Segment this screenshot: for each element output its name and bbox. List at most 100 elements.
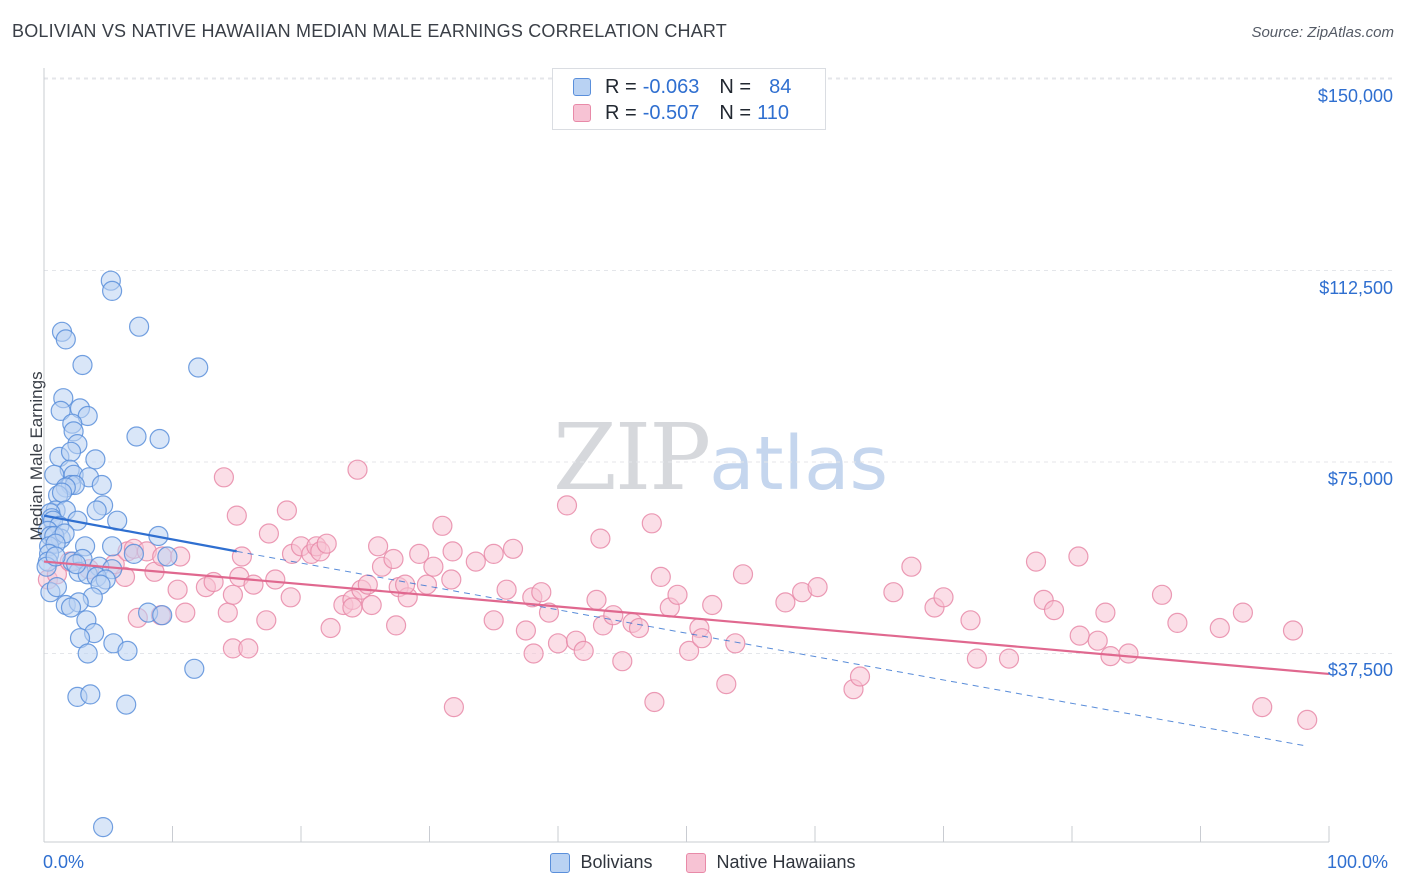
y-axis-title: Median Male Earnings	[27, 371, 46, 541]
hawaiian-point	[883, 582, 904, 603]
legend-item-native-hawaiians[interactable]: Native Hawaiians	[686, 852, 856, 873]
bolivian-point	[85, 449, 106, 470]
y-tick-37500: $37,500	[1327, 660, 1393, 680]
hawaiians-square-icon	[686, 852, 707, 873]
bolivian-point	[55, 329, 76, 350]
chart-source: Source: ZipAtlas.com	[1251, 24, 1394, 41]
hawaiian-point	[175, 602, 196, 623]
hawaiian-point	[573, 640, 594, 662]
hawaiian-point	[383, 548, 404, 570]
x-tick-right: 100.0%	[1327, 852, 1389, 872]
hawaiian-point	[678, 640, 700, 662]
hawaiian-point	[265, 569, 286, 590]
hawaiian-point	[432, 515, 453, 536]
hawaiian-point	[603, 605, 624, 626]
hawaiian-point	[347, 459, 368, 480]
hawaiian-point	[807, 576, 828, 598]
bolivian-point	[77, 643, 98, 664]
hawaiian-point	[644, 691, 665, 713]
hawaiian-point	[1209, 617, 1230, 639]
hawaiian-point	[538, 602, 560, 623]
hawaiian-point	[502, 538, 524, 559]
hawaiian-point	[443, 696, 464, 718]
hawaiian-point	[590, 528, 611, 549]
legend-label-bolivians: Bolivians	[580, 852, 653, 872]
hawaiian-point	[523, 643, 544, 664]
hawaiian-point	[280, 587, 301, 608]
hawaiian-point	[238, 638, 259, 659]
bolivians-square-icon	[550, 852, 571, 873]
hawaiian-point	[320, 617, 341, 639]
y-tick-150000: $150,000	[1317, 86, 1393, 106]
hawaiian-point	[586, 589, 607, 611]
hawaiian-point	[423, 556, 444, 577]
legend-row-bolivians: R = -0.063 N = 84	[573, 75, 791, 99]
hawaiian-point	[496, 579, 517, 600]
hawaiian-point	[1297, 709, 1318, 731]
bolivian-point	[51, 482, 73, 503]
bolivian-point	[188, 357, 209, 378]
r-value: -0.063	[642, 75, 700, 98]
hawaiian-point	[1252, 696, 1273, 718]
bolivian-point	[92, 816, 114, 838]
hawaiian-point	[167, 579, 188, 600]
bolivian-point	[117, 640, 138, 662]
n-label: N =	[719, 101, 752, 124]
watermark-atlas: atlas	[709, 421, 888, 507]
hawaiian-point	[1151, 584, 1173, 605]
hawaiian-point	[933, 587, 954, 608]
y-tick-75000: $75,000	[1327, 469, 1393, 489]
r-value: -0.507	[642, 101, 700, 124]
hawaiian-point	[342, 597, 363, 618]
hawaiian-point	[483, 610, 504, 631]
hawaiian-point	[395, 574, 416, 595]
hawaiian-point	[641, 513, 662, 534]
hawaiian-point	[849, 666, 871, 687]
hawaiian-point	[213, 467, 234, 488]
hawaiian-point	[243, 574, 264, 595]
hawaiian-point	[1025, 551, 1047, 572]
bolivian-point	[80, 684, 101, 705]
hawaiian-point	[1118, 643, 1139, 664]
hawaiian-point	[612, 651, 633, 672]
bolivian-point	[152, 605, 173, 626]
bolivians-trend-extension	[236, 550, 1304, 746]
hawaiian-point	[361, 594, 382, 616]
bolivian-point	[101, 536, 123, 557]
hawaiian-point	[258, 523, 279, 544]
bolivian-point	[86, 500, 107, 521]
hawaiian-point	[515, 620, 537, 641]
bolivian-point	[91, 474, 112, 496]
n-value: 110	[757, 101, 789, 124]
legend-label-native-hawaiians: Native Hawaiians	[716, 852, 856, 872]
n-value: 84	[769, 75, 792, 98]
hawaiian-point	[960, 610, 981, 631]
r-label: R =	[605, 101, 637, 124]
bolivian-point	[149, 428, 170, 450]
hawaiian-point	[998, 648, 1020, 669]
series-legend: Bolivians Native Hawaiians	[0, 852, 1406, 873]
series-bolivians	[36, 270, 209, 838]
hawaiian-point	[966, 648, 988, 669]
hawaiian-point	[441, 569, 462, 590]
stats-legend: R = -0.063 N = 84 R = -0.507 N = 110	[552, 68, 826, 130]
hawaiian-point	[386, 615, 407, 636]
bolivian-point	[50, 400, 71, 421]
series-native-hawaiians	[37, 459, 1318, 731]
chart-title: BOLIVIAN VS NATIVE HAWAIIAN MEDIAN MALE …	[12, 21, 727, 41]
bolivian-point	[72, 354, 93, 376]
bolivians-trend-line	[43, 514, 237, 553]
hawaiian-point	[725, 633, 746, 654]
bolivian-point	[101, 280, 123, 301]
hawaiian-point	[368, 536, 389, 557]
bolivian-point	[116, 694, 137, 715]
hawaiian-point	[465, 551, 486, 572]
n-label: N =	[719, 75, 752, 98]
hawaiian-point	[316, 533, 337, 554]
hawaiian-point	[716, 673, 737, 695]
bolivian-point	[129, 316, 150, 337]
hawaiian-point	[650, 566, 671, 588]
hawaiian-point	[732, 564, 754, 585]
hawaiian-point	[628, 617, 650, 639]
legend-item-bolivians[interactable]: Bolivians	[550, 852, 652, 873]
